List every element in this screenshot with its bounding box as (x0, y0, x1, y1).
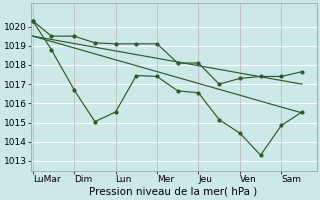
X-axis label: Pression niveau de la mer( hPa ): Pression niveau de la mer( hPa ) (90, 187, 258, 197)
